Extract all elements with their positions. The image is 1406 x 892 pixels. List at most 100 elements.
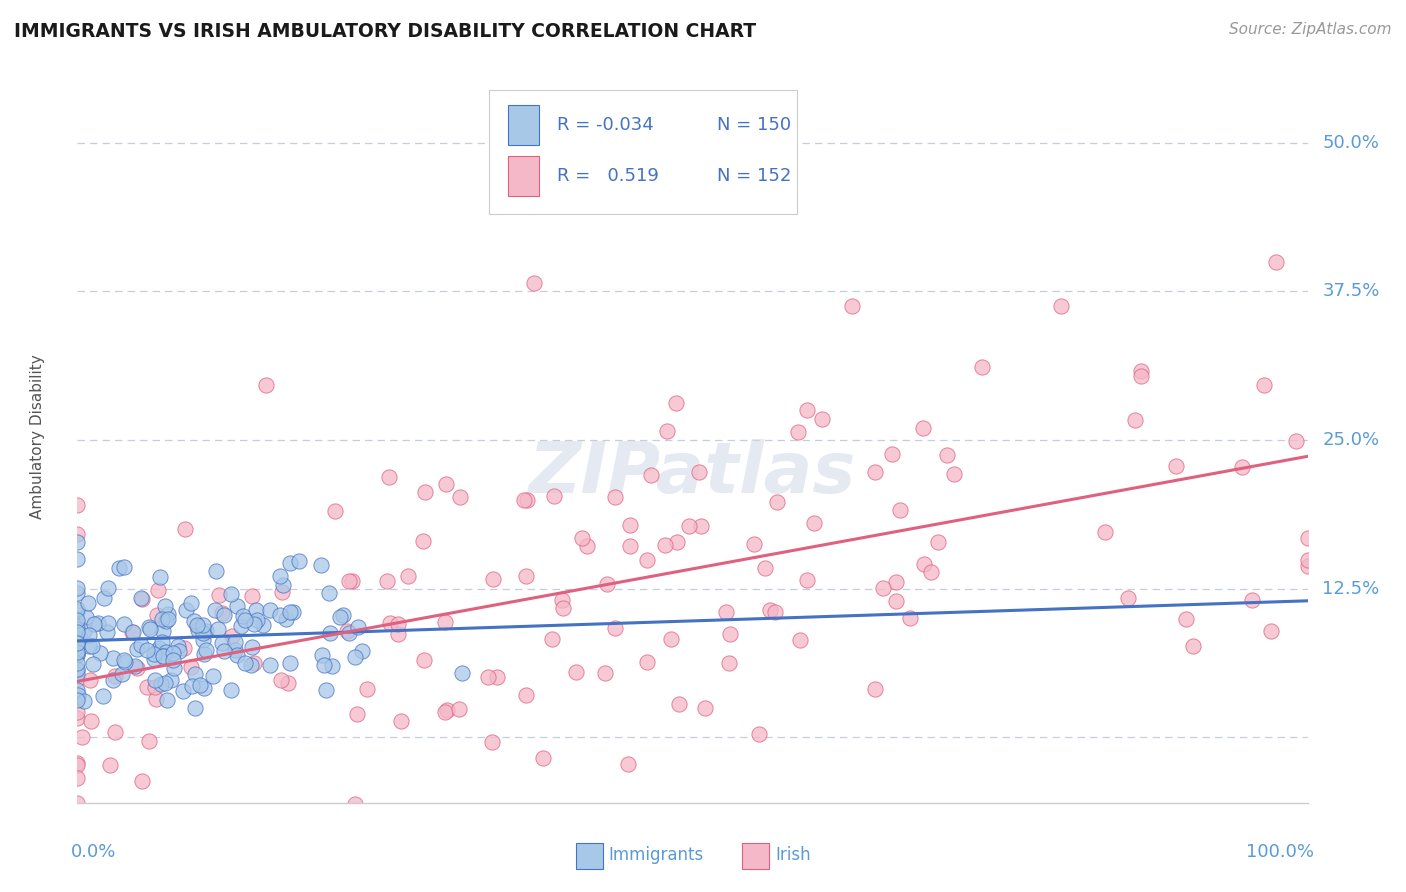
- Point: [72, 624, 94, 639]
- Point: [82, 639, 104, 653]
- Point: [224, 643, 246, 657]
- Point: [1094, 524, 1116, 539]
- Point: [66, 622, 89, 636]
- Point: [131, 773, 153, 788]
- FancyBboxPatch shape: [508, 156, 538, 196]
- Point: [173, 522, 195, 536]
- Point: [787, 425, 810, 439]
- Point: [481, 735, 503, 749]
- Point: [243, 656, 266, 670]
- Point: [935, 448, 957, 462]
- Point: [101, 651, 124, 665]
- Text: R =   0.519: R = 0.519: [557, 167, 659, 185]
- Point: [121, 625, 143, 640]
- Point: [233, 656, 256, 670]
- Point: [79, 673, 101, 687]
- Point: [288, 554, 311, 568]
- Point: [346, 620, 368, 634]
- Point: [125, 661, 148, 675]
- Point: [880, 447, 903, 461]
- Text: N = 150: N = 150: [717, 116, 792, 134]
- Point: [252, 617, 274, 632]
- FancyBboxPatch shape: [508, 104, 538, 145]
- Point: [233, 614, 256, 628]
- Point: [93, 591, 115, 606]
- Point: [451, 665, 474, 680]
- Text: Source: ZipAtlas.com: Source: ZipAtlas.com: [1229, 22, 1392, 37]
- Point: [153, 599, 176, 613]
- Point: [138, 620, 160, 634]
- Point: [208, 588, 231, 602]
- Point: [138, 733, 160, 747]
- Point: [104, 669, 127, 683]
- Point: [131, 638, 153, 652]
- Point: [66, 613, 89, 627]
- FancyBboxPatch shape: [742, 843, 769, 869]
- Point: [884, 594, 907, 608]
- Point: [436, 703, 458, 717]
- Point: [212, 644, 235, 658]
- Point: [146, 607, 169, 622]
- Point: [211, 635, 233, 649]
- Point: [66, 673, 89, 687]
- Point: [167, 644, 190, 658]
- Text: R = -0.034: R = -0.034: [557, 116, 654, 134]
- Point: [184, 666, 207, 681]
- FancyBboxPatch shape: [489, 90, 797, 214]
- Point: [66, 526, 89, 541]
- Point: [162, 653, 184, 667]
- Point: [149, 676, 172, 690]
- Point: [350, 644, 373, 658]
- Point: [412, 534, 434, 549]
- Point: [66, 640, 89, 654]
- Point: [277, 676, 299, 690]
- Point: [356, 682, 378, 697]
- Point: [211, 606, 233, 620]
- Point: [565, 665, 588, 680]
- Point: [269, 568, 291, 582]
- Point: [150, 635, 173, 649]
- Point: [66, 711, 89, 725]
- Point: [221, 629, 243, 643]
- Point: [245, 603, 267, 617]
- Point: [202, 669, 225, 683]
- Point: [146, 644, 169, 658]
- Point: [66, 630, 89, 644]
- Point: [112, 653, 135, 667]
- Point: [636, 552, 658, 566]
- Point: [66, 690, 89, 705]
- Point: [863, 682, 886, 697]
- Point: [571, 531, 593, 545]
- Point: [412, 652, 434, 666]
- Point: [214, 607, 236, 622]
- Point: [323, 504, 346, 518]
- Point: [66, 535, 89, 549]
- Point: [176, 603, 198, 617]
- Point: [1174, 612, 1197, 626]
- Point: [596, 577, 619, 591]
- Point: [269, 607, 291, 622]
- Point: [321, 659, 343, 673]
- Point: [337, 574, 360, 588]
- Point: [718, 626, 741, 640]
- Point: [232, 609, 254, 624]
- Point: [309, 558, 332, 572]
- Point: [872, 581, 894, 595]
- Point: [193, 681, 215, 695]
- Point: [111, 666, 134, 681]
- Point: [93, 689, 115, 703]
- Point: [163, 661, 186, 675]
- Point: [311, 648, 333, 662]
- Text: 100.0%: 100.0%: [1246, 843, 1313, 861]
- Text: Ambulatory Disability: Ambulatory Disability: [31, 355, 45, 519]
- Point: [695, 701, 717, 715]
- Point: [688, 465, 710, 479]
- Point: [66, 693, 89, 707]
- Point: [603, 490, 626, 504]
- Point: [1164, 458, 1187, 473]
- Point: [278, 557, 301, 571]
- Point: [156, 612, 179, 626]
- Point: [1123, 413, 1146, 427]
- Point: [219, 682, 242, 697]
- Point: [1260, 624, 1282, 639]
